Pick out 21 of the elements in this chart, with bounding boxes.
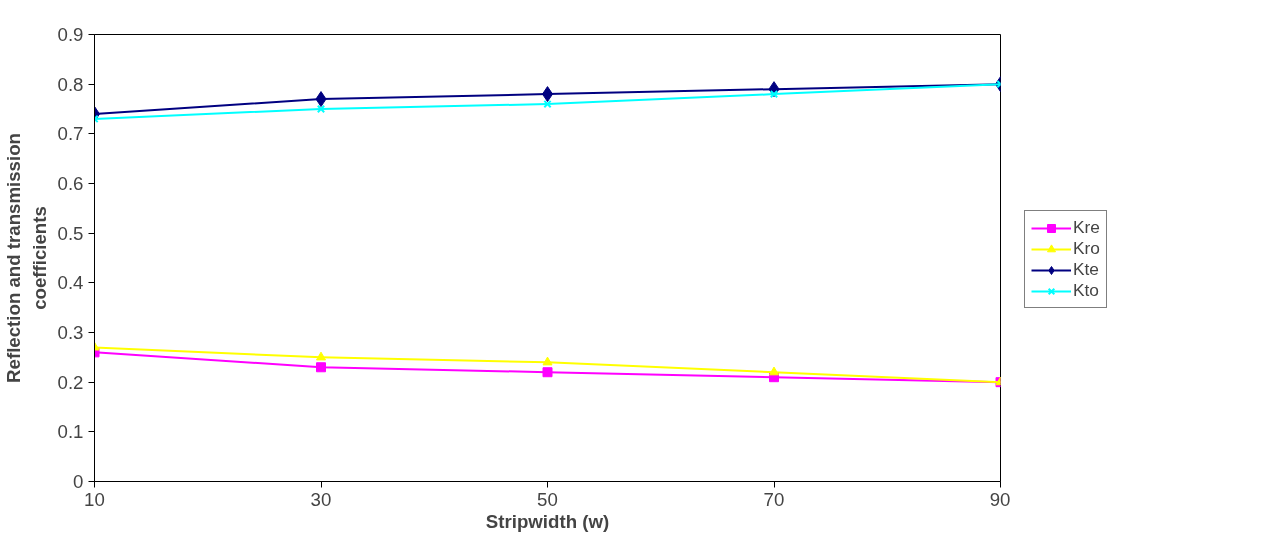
legend-label: Kre <box>1073 217 1100 238</box>
y-tick-label: 0.8 <box>57 73 84 95</box>
y-tick-label: 0.3 <box>57 322 84 343</box>
y-tick-label: 0.1 <box>57 421 84 443</box>
y-axis-title: Reflection and transmission coefficients <box>3 133 50 383</box>
y-tick-label: 0.7 <box>57 123 84 145</box>
x-tick-label: 70 <box>763 488 785 510</box>
legend-label: Kro <box>1073 238 1100 259</box>
x-axis-title: Stripwidth (w) <box>485 510 610 532</box>
x-tick-label: 90 <box>989 488 1011 510</box>
y-tick-label: 0.4 <box>57 272 84 294</box>
legend-label: Kto <box>1073 280 1100 301</box>
y-tick-label: 0.5 <box>57 222 84 244</box>
x-tick-label: 50 <box>537 488 558 510</box>
x-tick-label: 10 <box>84 488 105 510</box>
y-tick-label: 0.9 <box>57 24 84 45</box>
y-tick-label: 0 <box>73 471 84 492</box>
legend-label: Kte <box>1073 259 1100 280</box>
y-tick-label: 0.6 <box>57 173 84 194</box>
x-tick-label: 30 <box>310 488 332 510</box>
y-tick-label: 0.2 <box>57 371 84 393</box>
